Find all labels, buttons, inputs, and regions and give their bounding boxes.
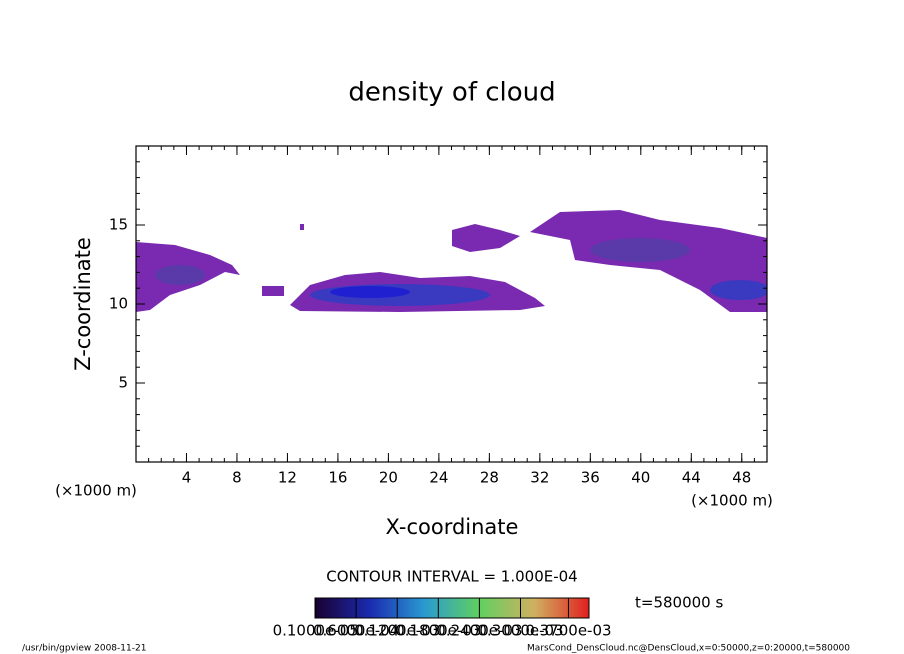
x-tick-label: 12 xyxy=(278,469,297,487)
colorbar-tick-label: 0.1200e-03 xyxy=(354,622,440,640)
x-tick-label: 8 xyxy=(232,469,242,487)
chart-title: density of cloud xyxy=(348,78,555,108)
x-unit-right: (×1000 m) xyxy=(691,492,773,510)
y-tick-label: 15 xyxy=(109,216,128,234)
colorbar-tick-label: 0.2400e-03 xyxy=(436,622,522,640)
x-tick-label: 20 xyxy=(379,469,398,487)
time-label: t=580000 s xyxy=(635,594,723,612)
y-tick-label: 5 xyxy=(118,374,128,392)
colorbar-tick-label: 0.1000e-05 xyxy=(273,622,359,640)
colorbar-tick-label: 0.3000e-03 xyxy=(477,622,563,640)
x-tick-label: 36 xyxy=(581,469,600,487)
y-axis-label: Z-coordinate xyxy=(71,237,95,371)
contour-note: CONTOUR INTERVAL = 1.000E-04 xyxy=(326,568,577,586)
x-tick-label: 40 xyxy=(631,469,650,487)
cloud-field xyxy=(136,210,767,312)
x-tick-label: 16 xyxy=(328,469,347,487)
x-tick-label: 28 xyxy=(480,469,499,487)
colorbar-tick-label: 0.6000e-04 xyxy=(313,622,399,640)
x-tick-label: 44 xyxy=(682,469,701,487)
x-unit-left: (×1000 m) xyxy=(55,482,137,500)
x-tick-label: 24 xyxy=(429,469,448,487)
colorbar-ticks: 0.1000e-050.6000e-040.1200e-030.1800e-03… xyxy=(273,598,612,640)
footer-left: /usr/bin/gpview 2008-11-21 xyxy=(22,644,146,654)
colorbar-tick-label: 0.1800e-03 xyxy=(395,622,481,640)
x-tick-label: 32 xyxy=(530,469,549,487)
x-tick-label: 4 xyxy=(182,469,192,487)
x-tick-label: 48 xyxy=(732,469,751,487)
x-axis-label: X-coordinate xyxy=(386,515,519,539)
colorbar-tick-label: 0.3700e-03 xyxy=(525,622,611,640)
footer-right: MarsCond_DensCloud.nc@DensCloud,x=0:5000… xyxy=(527,644,850,654)
y-tick-label: 10 xyxy=(109,295,128,313)
